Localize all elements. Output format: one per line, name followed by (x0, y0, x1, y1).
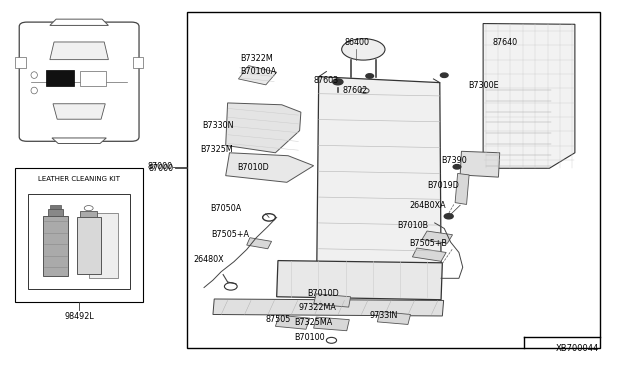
Text: B7505+B: B7505+B (409, 239, 447, 248)
Text: B7010D: B7010D (307, 289, 339, 298)
Bar (15, 168, 143, 302)
Text: B7010B: B7010B (397, 221, 429, 230)
Polygon shape (239, 65, 276, 85)
Polygon shape (226, 103, 301, 153)
Polygon shape (15, 57, 26, 68)
Text: B7050A: B7050A (211, 204, 242, 214)
Circle shape (366, 74, 374, 78)
Polygon shape (412, 248, 446, 261)
Circle shape (444, 214, 453, 219)
FancyBboxPatch shape (19, 22, 139, 141)
Text: B7325M: B7325M (200, 145, 233, 154)
Text: LEATHER CLEANING KIT: LEATHER CLEANING KIT (38, 176, 120, 182)
Text: B70100A: B70100A (241, 67, 276, 76)
Polygon shape (90, 213, 118, 278)
Text: 264B0XA: 264B0XA (409, 201, 446, 211)
Ellipse shape (31, 72, 37, 78)
Polygon shape (483, 23, 575, 168)
Polygon shape (460, 151, 500, 177)
Bar (81, 211, 97, 217)
Text: B7325MA: B7325MA (294, 318, 333, 327)
Polygon shape (378, 311, 410, 324)
Bar (28, 194, 130, 289)
Polygon shape (314, 294, 351, 307)
Bar (51, 205, 61, 209)
Bar (46, 70, 74, 86)
Text: B7019D: B7019D (427, 181, 459, 190)
Bar (77, 217, 100, 274)
Circle shape (440, 73, 448, 77)
Bar (48, 209, 63, 215)
Polygon shape (226, 153, 314, 182)
Text: 87602: 87602 (343, 86, 368, 94)
Text: XB700044: XB700044 (556, 344, 599, 353)
Text: B70100: B70100 (294, 333, 325, 342)
Polygon shape (132, 57, 143, 68)
Polygon shape (275, 315, 310, 329)
Text: 26480X: 26480X (194, 254, 225, 264)
Polygon shape (276, 260, 442, 300)
Text: B7322M: B7322M (241, 54, 273, 63)
Text: 98492L: 98492L (64, 311, 94, 321)
Bar (81, 71, 106, 86)
Text: 9733IN: 9733IN (370, 311, 398, 320)
Text: 87603: 87603 (314, 76, 339, 85)
Ellipse shape (342, 39, 385, 60)
Text: B7010D: B7010D (237, 163, 269, 172)
Text: 87505: 87505 (266, 315, 291, 324)
Text: B7390: B7390 (441, 155, 467, 165)
Polygon shape (246, 238, 271, 249)
Text: 87640: 87640 (492, 38, 517, 47)
Bar (43, 215, 68, 276)
Polygon shape (213, 299, 444, 316)
Polygon shape (50, 19, 108, 25)
Circle shape (333, 79, 343, 85)
Polygon shape (314, 317, 349, 331)
Text: B7330N: B7330N (202, 121, 234, 129)
Text: B7300E: B7300E (468, 81, 499, 90)
Polygon shape (53, 104, 105, 119)
Polygon shape (422, 231, 452, 243)
Text: 97322MA: 97322MA (298, 302, 336, 312)
Circle shape (453, 164, 461, 169)
Ellipse shape (31, 87, 37, 94)
Bar (188, 13, 600, 349)
Polygon shape (455, 173, 469, 205)
Text: 87000: 87000 (147, 162, 172, 171)
Polygon shape (317, 77, 441, 268)
Text: 86400: 86400 (344, 38, 369, 46)
Text: B7505+A: B7505+A (212, 230, 250, 239)
Polygon shape (50, 42, 108, 60)
Polygon shape (52, 138, 106, 144)
Text: 87000: 87000 (148, 164, 173, 173)
